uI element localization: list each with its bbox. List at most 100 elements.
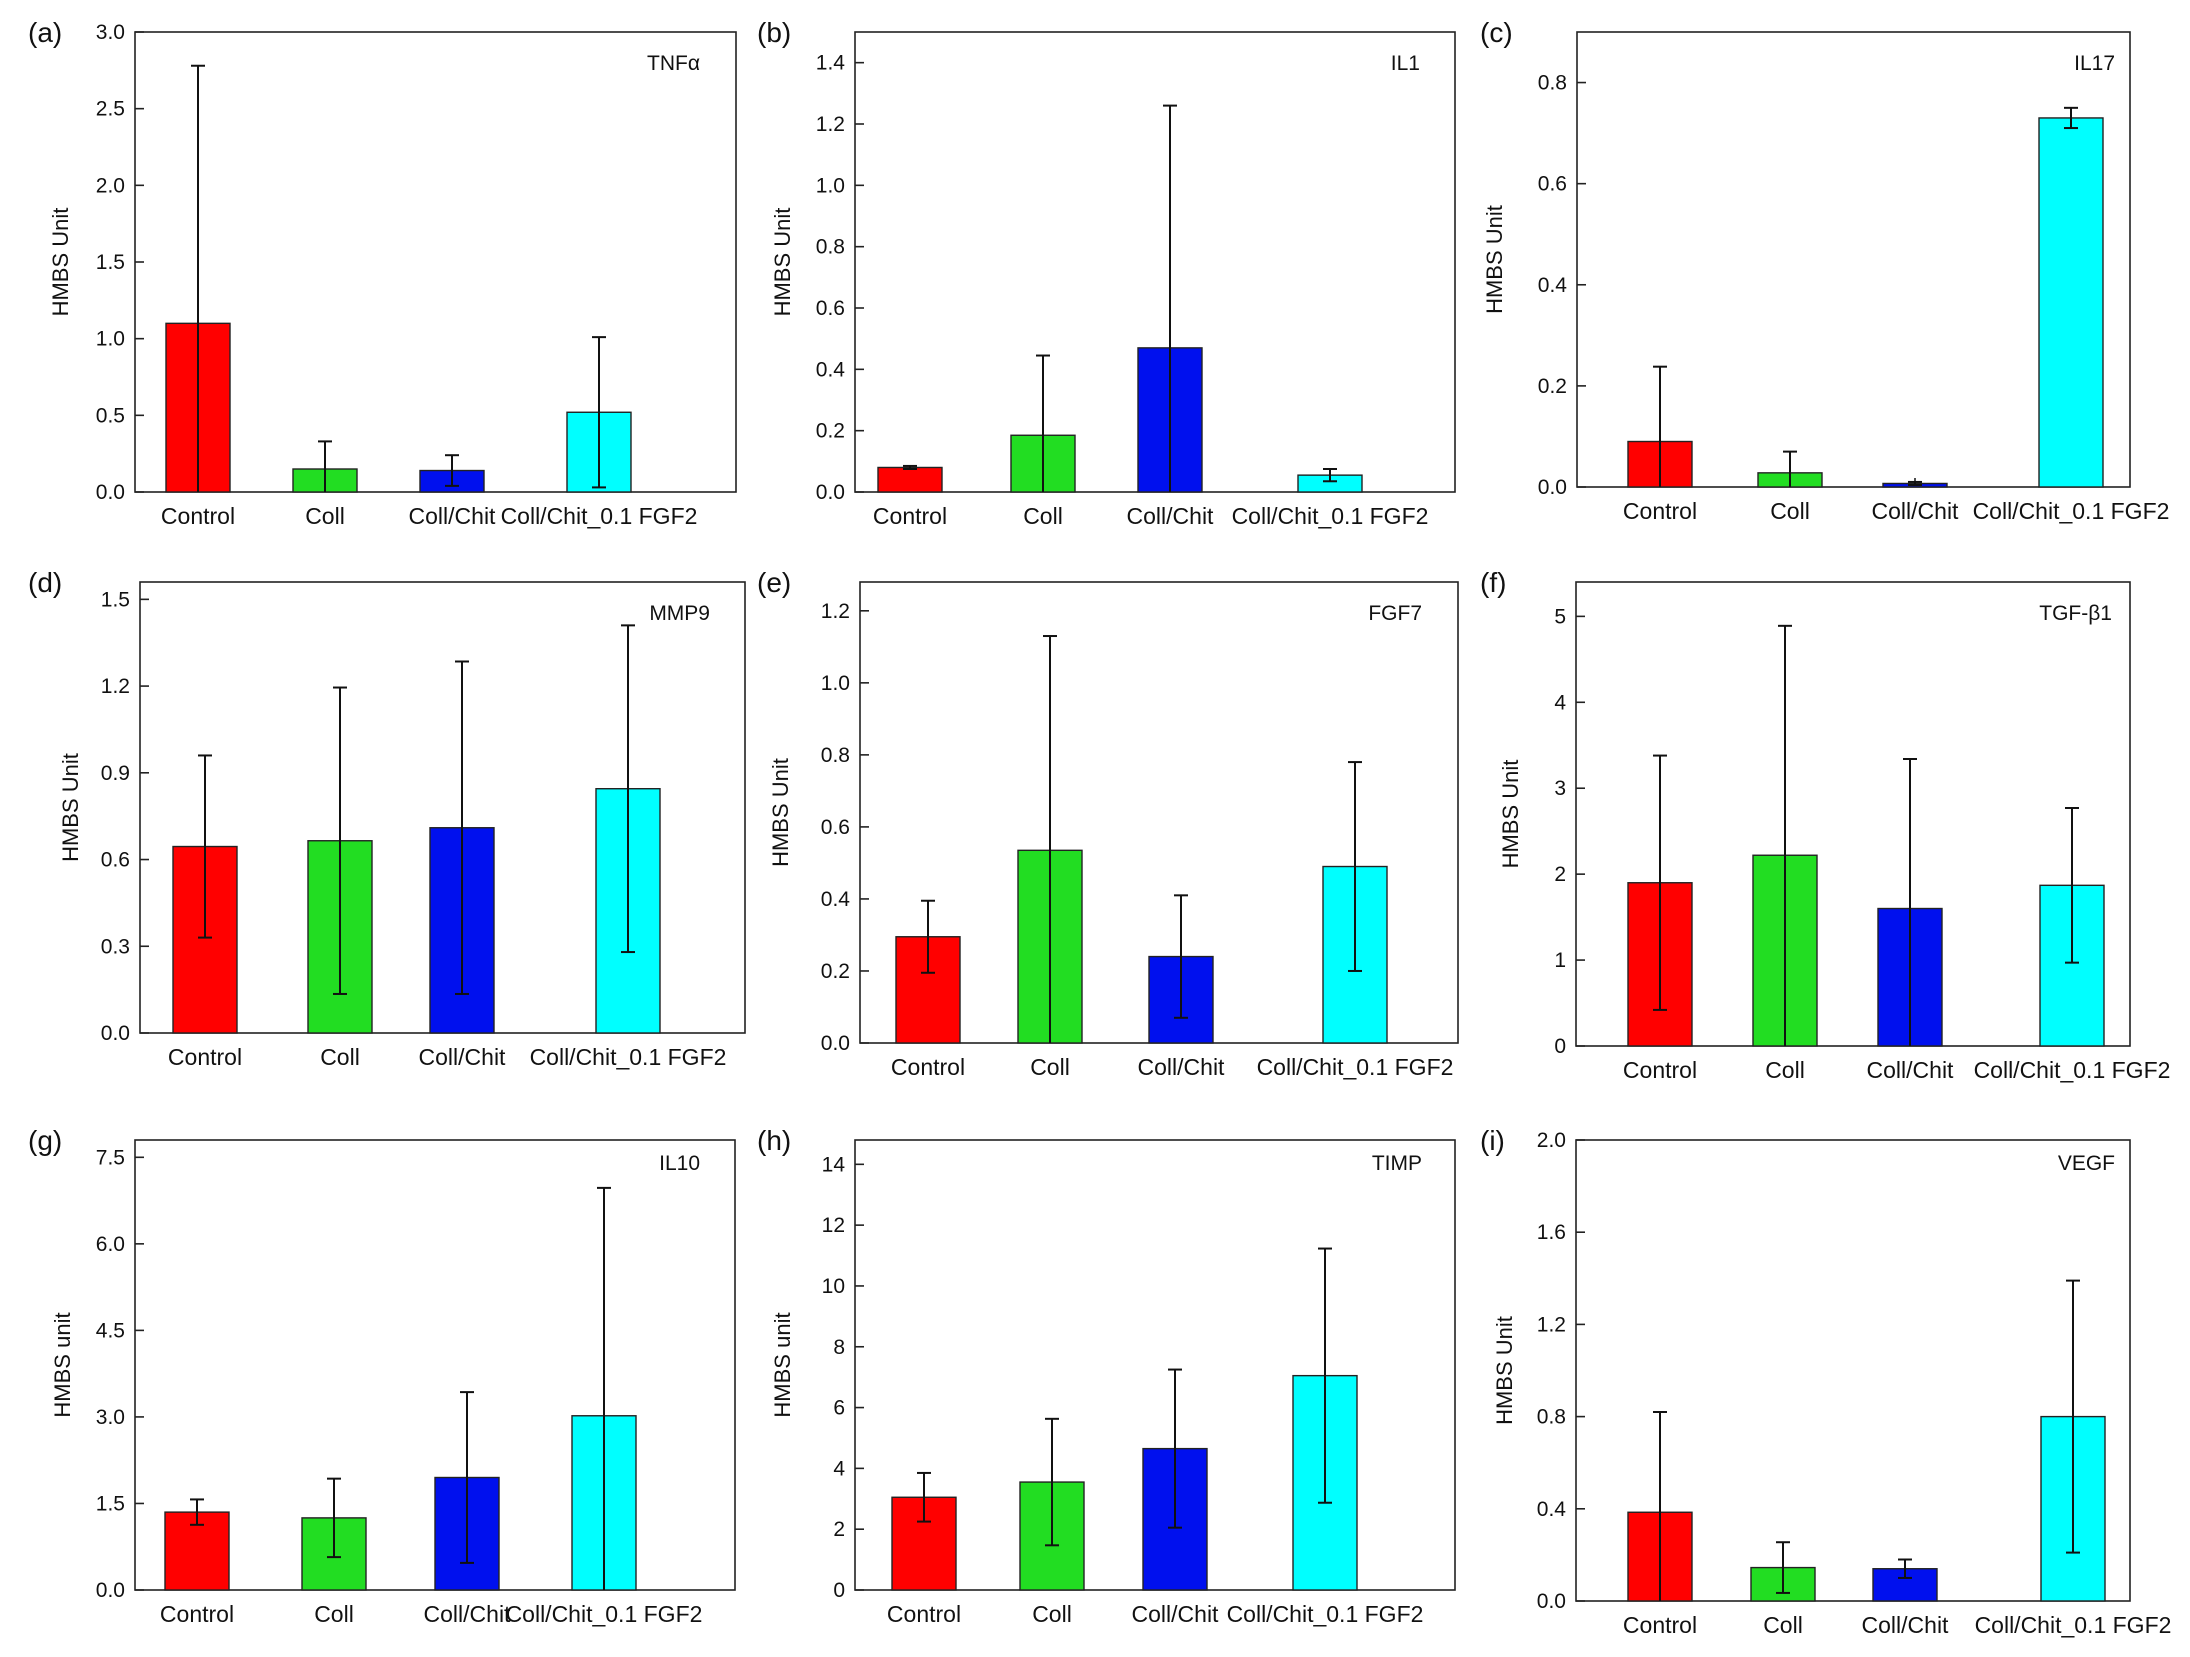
panel-title: TGF-β1	[2039, 602, 2112, 625]
y-tick-label: 0.2	[821, 960, 850, 983]
category-label: Coll/Chit	[1867, 1057, 1955, 1083]
y-tick-label: 1.2	[1537, 1313, 1566, 1336]
y-tick-label: 1.6	[1537, 1221, 1566, 1244]
panel-letter: (g)	[28, 1125, 62, 1156]
panel-title: MMP9	[649, 602, 710, 625]
category-label: Coll/Chit_0.1 FGF2	[1257, 1054, 1454, 1080]
panel-letter: (e)	[757, 567, 791, 598]
y-tick-label: 0.8	[1537, 1406, 1566, 1429]
y-tick-label: 0	[833, 1579, 845, 1602]
panel-f: 0 1 2 3 4 5 Control Coll Coll/Chit Coll/Chit_0.1 …	[1480, 567, 2170, 1083]
panel-title: IL1	[1391, 52, 1420, 75]
y-tick-label: 0.8	[816, 236, 845, 259]
y-tick-label: 0.6	[1538, 173, 1567, 196]
y-tick-label: 12	[822, 1214, 845, 1237]
category-label: Coll/Chit_0.1 FGF2	[501, 503, 698, 529]
y-tick-label: 0.0	[1537, 1590, 1566, 1613]
y-tick-label: 1.0	[816, 174, 845, 197]
y-axis-label: HMBS Unit	[58, 753, 83, 862]
category-label: Coll/Chit	[1132, 1601, 1220, 1627]
y-tick-label: 0.4	[1537, 1498, 1567, 1521]
category-label: Control	[891, 1054, 965, 1080]
panel-h: 0 2 4 6 8 10 12 14 Control Coll Coll/Chit Coll/Chit…	[757, 1125, 1456, 1627]
category-label: Coll/Chit_0.1 FGF2	[530, 1044, 727, 1070]
y-tick-label: 4.5	[96, 1319, 125, 1342]
category-label: Coll	[1765, 1057, 1805, 1083]
panel-title: VEGF	[2058, 1152, 2115, 1175]
y-axis-label: HMBS Unit	[48, 208, 73, 317]
category-label: Coll	[1023, 503, 1063, 529]
y-tick-label: 0.5	[96, 404, 125, 427]
y-tick-label: 1.5	[96, 1492, 125, 1515]
y-tick-label: 3	[1554, 777, 1566, 800]
y-tick-label: 0.4	[1538, 274, 1568, 297]
y-tick-label: 0.6	[816, 297, 845, 320]
y-tick-label: 0.2	[816, 420, 845, 443]
y-axis-label: HMBS Unit	[768, 758, 793, 867]
panel-title: IL17	[2074, 52, 2115, 75]
y-axis-label: HMBS Unit	[770, 208, 795, 317]
y-axis-label: HMBS Unit	[1498, 760, 1523, 869]
y-tick-label: 2	[833, 1518, 845, 1541]
category-label: Coll/Chit_0.1 FGF2	[1973, 498, 2170, 524]
category-label: Control	[168, 1044, 242, 1070]
panel-title: FGF7	[1368, 602, 1422, 625]
y-tick-label: 8	[833, 1336, 845, 1359]
y-axis-label: HMBS unit	[770, 1312, 795, 1417]
y-axis-label: HMBS Unit	[1492, 1316, 1517, 1425]
panel-d: 0.0 0.3 0.6 0.9 1.2 1.5 Control Coll Coll/Chit Co…	[28, 567, 746, 1070]
panel-title: TIMP	[1372, 1152, 1422, 1175]
y-tick-label: 10	[822, 1275, 845, 1298]
panel-letter: (d)	[28, 567, 62, 598]
y-tick-label: 0.0	[1538, 476, 1567, 499]
y-tick-label: 1.5	[96, 251, 125, 274]
y-tick-label: 0.8	[821, 744, 850, 767]
panel-letter: (f)	[1480, 567, 1506, 598]
y-tick-label: 0.3	[101, 935, 130, 958]
category-label: Control	[161, 503, 235, 529]
y-axis-label: HMBS Unit	[1482, 205, 1507, 314]
category-label: Coll	[1032, 1601, 1072, 1627]
y-tick-label: 1.2	[101, 675, 130, 698]
panel-a: 0.0 0.5 1.0 1.5 2.0 2.5 3.0 Control Coll Coll/Chi…	[28, 17, 737, 529]
panel-b: 0.0 0.2 0.4 0.6 0.8 1.0 1.2 1.4 Control Coll Coll/…	[757, 17, 1456, 529]
category-label: Coll/Chit	[1872, 498, 1960, 524]
panel-title: TNFα	[647, 52, 700, 75]
category-label: Coll/Chit	[1862, 1612, 1950, 1638]
panel-letter: (c)	[1480, 17, 1513, 48]
bar-control	[877, 466, 943, 493]
category-label: Coll/Chit	[409, 503, 497, 529]
category-label: Coll/Chit	[419, 1044, 507, 1070]
y-tick-label: 3.0	[96, 21, 125, 44]
category-label: Coll/Chit_0.1 FGF2	[1975, 1612, 2172, 1638]
category-label: Coll/Chit_0.1 FGF2	[1227, 1601, 1424, 1627]
category-label: Coll	[1770, 498, 1810, 524]
y-tick-label: 0.2	[1538, 375, 1567, 398]
panel-e: 0.0 0.2 0.4 0.6 0.8 1.0 1.2 Control Coll Coll/Chi…	[757, 567, 1459, 1080]
category-label: Control	[1623, 1057, 1697, 1083]
category-label: Coll/Chit	[424, 1601, 512, 1627]
category-label: Control	[160, 1601, 234, 1627]
category-label: Coll	[1030, 1054, 1070, 1080]
category-label: Coll/Chit_0.1 FGF2	[1974, 1057, 2171, 1083]
category-label: Coll	[320, 1044, 360, 1070]
y-tick-label: 1.2	[816, 113, 845, 136]
y-tick-label: 0.0	[96, 1579, 125, 1602]
y-tick-label: 0.4	[816, 358, 846, 381]
y-tick-label: 0.6	[101, 849, 130, 872]
y-tick-label: 1.2	[821, 600, 850, 623]
y-tick-label: 4	[1554, 691, 1566, 714]
category-label: Coll	[305, 503, 345, 529]
category-label: Control	[1623, 498, 1697, 524]
y-tick-label: 1.0	[96, 328, 125, 351]
y-tick-label: 2.0	[1537, 1129, 1566, 1152]
y-tick-label: 0.0	[821, 1032, 850, 1055]
y-tick-label: 0.0	[816, 481, 845, 504]
axes-frame	[1575, 1139, 2131, 1602]
y-tick-label: 7.5	[96, 1146, 125, 1169]
axes-frame	[1576, 31, 2131, 488]
category-label: Coll/Chit_0.1 FGF2	[506, 1601, 703, 1627]
y-tick-label: 0.8	[1538, 72, 1567, 95]
